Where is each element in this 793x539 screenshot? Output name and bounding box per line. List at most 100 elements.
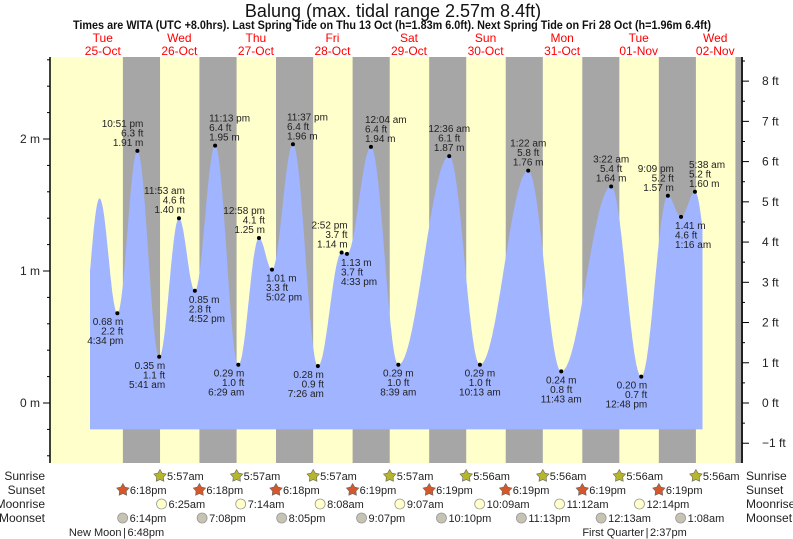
high-tide-point: [176, 216, 181, 221]
tide-height-m: 1.57 m: [643, 183, 674, 194]
sunrise-time: 5:56am: [550, 471, 587, 483]
tide-height-ft: 5.2 ft: [652, 173, 674, 184]
right-axis-tick-label: −1 ft: [762, 436, 786, 450]
tide-height-m: 0.24 m: [546, 375, 577, 386]
low-tide-point: [236, 362, 241, 367]
tide-height-ft: 4.6 ft: [163, 196, 185, 207]
tide-height-m: 1.76 m: [513, 158, 544, 169]
sunrise-star-icon: [153, 468, 167, 482]
day-date-label: 25-Oct: [85, 44, 122, 58]
low-tide-point: [157, 354, 162, 359]
tide-height-ft: 0.8 ft: [550, 385, 572, 396]
left-axis-tick-label: 0 m: [20, 396, 40, 410]
tide-height-m: 0.35 m: [135, 361, 166, 372]
day-name-label: Mon: [550, 31, 573, 45]
sunset-star-icon: [652, 482, 666, 496]
tide-height-m: 1.01 m: [266, 274, 297, 285]
sunrise-star-icon: [382, 468, 397, 482]
moonset-moon-icon: [276, 512, 288, 524]
sunrise-time: 5:56am: [473, 471, 510, 483]
moonset-row-label: Moonset: [0, 511, 46, 525]
chart-subtitle: Times are WITA (UTC +8.0hrs). Last Sprin…: [73, 20, 711, 32]
tide-height-m: 1.25 m: [234, 225, 265, 236]
low-tide-point: [679, 214, 684, 219]
sunset-time: 6:18pm: [206, 485, 243, 497]
moonrise-time: 7:14am: [248, 499, 285, 511]
day-name-label: Wed: [167, 31, 191, 45]
tide-time: 2:52 pm: [311, 221, 347, 232]
low-tide-point: [192, 288, 197, 293]
high-tide-point: [135, 148, 140, 153]
day-name-label: Tue: [629, 31, 650, 45]
right-axis-tick-label: 7 ft: [762, 114, 779, 128]
tide-time: 11:13 pm: [209, 114, 250, 125]
sunset-star-icon: [345, 482, 360, 496]
sunrise-time: 5:57am: [244, 471, 281, 483]
tide-height-m: 1.41 m: [675, 221, 706, 232]
low-tide-point: [639, 374, 644, 379]
day-date-label: 02-Nov: [696, 44, 735, 58]
tide-time: 10:51 pm: [102, 119, 144, 130]
moonset-moon-icon: [675, 512, 686, 524]
moonset-time: 12:13am: [608, 513, 651, 525]
sunset-time: 6:19pm: [513, 485, 550, 497]
high-tide-point: [339, 250, 344, 255]
right-axis-tick-label: 6 ft: [762, 155, 779, 169]
tide-time: 4:33 pm: [341, 277, 377, 288]
tide-labels: 0.68 m2.2 ft4:34 pm 10:51 pm6.3 ft1.91 m 0…: [87, 112, 725, 410]
tide-time: 5:41 am: [129, 380, 165, 391]
sunrise-time: 5:57am: [397, 471, 434, 483]
day-name-label: Fri: [325, 31, 339, 45]
chart-title: Balung (max. tidal range 2.57m 8.4ft): [245, 1, 541, 21]
tide-height-ft: 1.0 ft: [469, 378, 491, 389]
sunrise-time: 5:57am: [320, 471, 357, 483]
tide-height-m: 1.64 m: [596, 174, 627, 185]
sunset-time: 6:19pm: [436, 485, 473, 497]
moonrise-time: 12:14pm: [646, 499, 689, 511]
day-name-label: Tue: [93, 31, 114, 45]
moon-phase-time: 2:37pm: [650, 527, 687, 539]
sunrise-star-icon: [612, 468, 627, 482]
moonrise-time: 11:12am: [567, 499, 609, 511]
tide-height-ft: 3.7 ft: [341, 267, 363, 278]
tide-height-ft: 6.4 ft: [365, 124, 387, 135]
moonset-moon-icon: [515, 512, 527, 524]
day-date-label: 31-Oct: [544, 44, 581, 58]
sunset-star-icon: [498, 482, 513, 496]
sunrise-time: 5:56am: [626, 471, 663, 483]
sun-moon-rows: Sunrise Sunrise 5:57am 5:57am 5:57am 5:57am 5:…: [0, 468, 793, 539]
sunrise-star-icon: [459, 468, 473, 482]
tide-time: 11:53 am: [144, 186, 185, 197]
tide-height-ft: 4.6 ft: [675, 230, 697, 241]
sunset-star-icon: [192, 482, 207, 496]
high-tide-point: [665, 193, 670, 198]
moonset-row-label-right: Moonset: [746, 511, 793, 525]
tide-height-m: 0.29 m: [465, 369, 496, 380]
tide-height-ft: 5.4 ft: [600, 164, 622, 175]
right-axis-tick-label: 0 ft: [762, 396, 779, 410]
sunset-time: 6:18pm: [283, 485, 320, 497]
sunset-star-icon: [269, 482, 283, 496]
day-date-label: 28-Oct: [314, 44, 351, 58]
moonset-moon-icon: [117, 512, 129, 524]
day-name-label: Thu: [246, 31, 267, 45]
moonset-time: 6:14pm: [130, 513, 167, 525]
moonset-time: 7:08pm: [209, 513, 246, 525]
tide-height-m: 1.60 m: [689, 179, 720, 190]
moonset-time: 9:07pm: [369, 513, 406, 525]
sunrise-row-label-right: Sunrise: [746, 469, 787, 483]
tide-height-ft: 1.0 ft: [222, 378, 244, 389]
moonset-moon-icon: [196, 512, 208, 524]
day-date-label: 30-Oct: [468, 44, 505, 58]
sunset-row-label-right: Sunset: [746, 483, 784, 497]
high-tide-point: [368, 144, 373, 149]
day-date-label: 01-Nov: [619, 44, 658, 58]
moonrise-moon-icon: [314, 498, 326, 510]
tide-height-m: 1.91 m: [113, 138, 144, 149]
high-tide-point: [290, 142, 295, 147]
tide-time: 12:36 am: [428, 124, 470, 135]
sunrise-row-label: Sunrise: [4, 469, 45, 483]
tide-height-ft: 3.7 ft: [325, 230, 347, 241]
tide-height-ft: 6.3 ft: [121, 128, 143, 139]
moonset-moon-icon: [595, 512, 607, 524]
